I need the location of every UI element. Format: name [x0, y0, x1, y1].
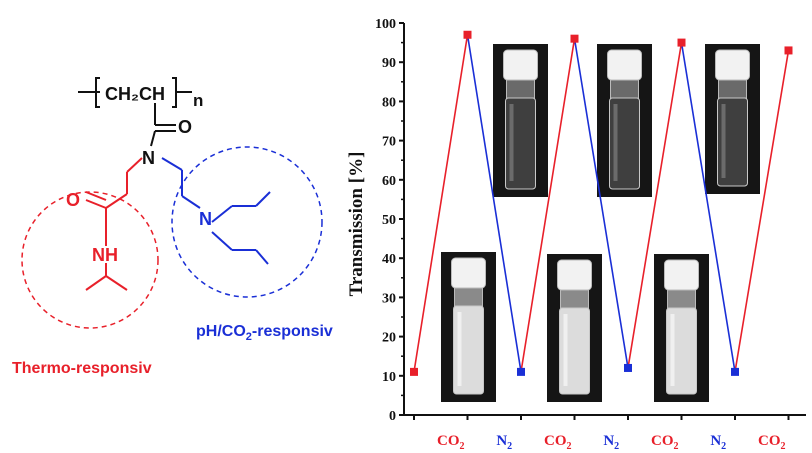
- ph-responsive-label: pH/CO2-responsiv: [196, 323, 333, 343]
- chemical-structure: CH₂CH n O N O NH: [12, 77, 333, 377]
- y-axis-label: Transmission [%]: [346, 152, 367, 297]
- x-tick-label: CO2: [437, 433, 465, 452]
- clear-vial-3: [705, 44, 760, 194]
- backbone-label: CH₂CH: [105, 84, 165, 104]
- y-axis: 0 10 20 30 40 50 60 70 80 90 100: [375, 17, 405, 424]
- rise-segment: [734, 50, 790, 373]
- data-point-7: [784, 46, 793, 55]
- vial-photos: [441, 44, 760, 402]
- rise-segment: [520, 38, 576, 373]
- fall-segment: [573, 38, 629, 369]
- x-tick-label: N2: [496, 433, 512, 452]
- y-tick-label: 40: [382, 252, 396, 267]
- nitrogen-atom: N: [142, 148, 155, 168]
- data-point-0: [410, 367, 418, 376]
- turbid-vial-3: [654, 254, 709, 402]
- y-tick-label: 70: [382, 135, 396, 150]
- y-tick-label: 10: [382, 370, 396, 385]
- x-tick-label: CO2: [758, 433, 786, 452]
- x-tick-label: CO2: [651, 433, 679, 452]
- x-tick-label: N2: [710, 433, 726, 452]
- ph-dashed-circle: [171, 146, 323, 298]
- x-tick-label: CO2: [544, 433, 572, 452]
- amine-branch: [161, 157, 271, 265]
- transmission-series: [410, 30, 793, 376]
- y-tick-label: 80: [382, 95, 396, 110]
- fall-segment: [466, 34, 522, 373]
- y-tick-label: 50: [382, 213, 396, 228]
- y-tick-label: 0: [389, 409, 396, 424]
- rise-segment: [627, 42, 683, 369]
- fall-segment: [680, 42, 736, 373]
- clear-vial-2: [597, 44, 652, 197]
- y-tick-label: 20: [382, 331, 396, 346]
- thermo-dashed-circle: [21, 191, 159, 329]
- rise-segment: [413, 34, 469, 373]
- data-point-2: [517, 367, 525, 376]
- y-tick-label: 60: [382, 174, 396, 189]
- clear-vial-1: [493, 44, 548, 197]
- thermo-branch: [85, 157, 143, 291]
- data-point-3: [570, 34, 579, 43]
- thermo-responsive-label: Thermo-responsiv: [12, 360, 152, 377]
- amine-nitrogen: N: [199, 209, 212, 229]
- data-point-6: [731, 367, 739, 376]
- transmission-chart: Transmission [%] 0102030405060708090100 …: [346, 17, 806, 452]
- x-axis: [404, 414, 806, 420]
- repeat-index: n: [193, 91, 203, 110]
- data-point-5: [677, 38, 686, 47]
- y-tick-label: 30: [382, 291, 396, 306]
- amide-nh: NH: [92, 245, 118, 265]
- x-tick-label: N2: [603, 433, 619, 452]
- carbonyl-oxygen: O: [178, 117, 192, 137]
- data-point-4: [624, 363, 632, 372]
- data-point-1: [463, 30, 472, 39]
- x-tick-labels: CO2 N2 CO2 N2 CO2 N2 CO2: [437, 433, 786, 452]
- turbid-vial-1: [441, 252, 496, 402]
- y-tick-label: 100: [375, 17, 396, 32]
- turbid-vial-2: [547, 254, 602, 402]
- y-tick-label: 90: [382, 56, 396, 71]
